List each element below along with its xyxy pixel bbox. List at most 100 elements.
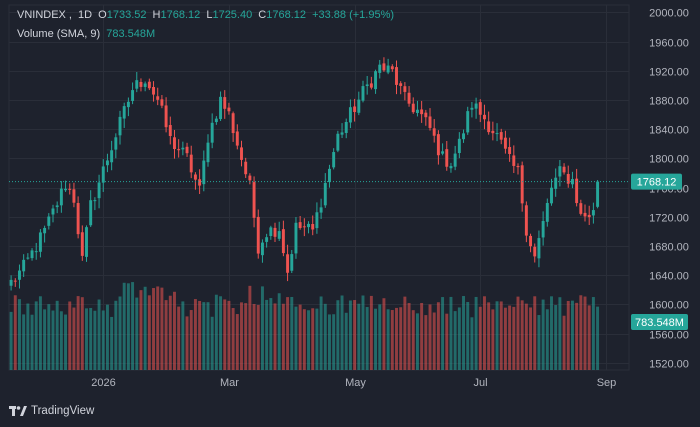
candle-body xyxy=(499,132,503,140)
volume-bar xyxy=(110,316,114,370)
volume-bar xyxy=(328,314,331,370)
candle-body xyxy=(361,86,365,101)
volume-bar xyxy=(105,304,109,370)
volume-bar xyxy=(533,296,537,370)
candle-body xyxy=(591,210,595,216)
volume-bar xyxy=(516,296,520,370)
candle-body xyxy=(441,151,445,154)
candle-body xyxy=(554,177,558,189)
volume-bar xyxy=(101,310,105,370)
candle-body xyxy=(562,166,566,173)
volume-bar xyxy=(240,302,243,370)
volume-bar xyxy=(198,300,202,370)
candle-body xyxy=(474,103,478,109)
volume-bar xyxy=(591,297,595,370)
volume-bar xyxy=(156,286,160,370)
volume-bar xyxy=(51,310,55,370)
candle-body xyxy=(457,138,461,154)
candle-body xyxy=(491,130,495,134)
volume-bar xyxy=(395,307,398,370)
volume-bar xyxy=(407,303,411,370)
candle-body xyxy=(575,178,579,204)
volume-bar xyxy=(168,295,172,370)
candle-body xyxy=(332,152,336,168)
candle-body xyxy=(369,83,373,88)
volume-bar xyxy=(80,297,84,370)
candle-body xyxy=(122,106,126,119)
volume-bar xyxy=(206,302,210,370)
volume-bar xyxy=(164,300,168,370)
candle-body xyxy=(449,166,453,169)
price-legend: VNINDEX, 1D O1733.52 H1768.12 L1725.40 C… xyxy=(17,9,397,21)
volume-bar xyxy=(135,297,139,370)
candle-body xyxy=(51,208,55,215)
volume-bar xyxy=(474,296,478,370)
candle-body xyxy=(545,202,549,222)
volume-bar xyxy=(432,312,436,370)
candle-body xyxy=(135,80,139,89)
volume-bar xyxy=(85,308,88,370)
plot-frame xyxy=(8,4,630,371)
candle-body xyxy=(403,86,407,92)
volume-bar xyxy=(487,302,491,370)
tradingview-branding[interactable]: TradingView xyxy=(9,403,94,419)
volume-bar xyxy=(34,301,38,370)
volume-bar xyxy=(68,301,72,370)
candle-body xyxy=(76,203,80,235)
candle-body xyxy=(22,259,26,272)
volume-bar xyxy=(403,296,407,370)
candle-body xyxy=(336,133,340,151)
candle-body xyxy=(219,96,223,120)
volume-bar xyxy=(512,306,516,370)
candle-body xyxy=(177,149,181,151)
candle-body xyxy=(231,113,235,134)
volume-bar xyxy=(122,282,126,370)
volume-bar xyxy=(311,308,315,370)
candle-body xyxy=(445,149,449,167)
volume-bar xyxy=(131,282,135,370)
volume-bar xyxy=(495,301,499,370)
volume-bar xyxy=(436,302,440,370)
volume-bar xyxy=(457,307,461,370)
volume-bar xyxy=(177,306,181,370)
candle-body xyxy=(478,102,482,115)
volume-bar xyxy=(9,311,13,370)
legend-interval[interactable]: 1D xyxy=(78,9,93,21)
volume-bar xyxy=(210,316,214,370)
y-tick-label: 1880.00 xyxy=(649,96,689,108)
volume-bar xyxy=(529,307,533,370)
volume-legend-label[interactable]: Volume (SMA, 9) xyxy=(17,28,101,40)
candle-body xyxy=(579,203,583,214)
y-tick-label: 1960.00 xyxy=(649,38,689,50)
brand-name: TradingView xyxy=(31,405,95,417)
volume-bar xyxy=(89,307,93,370)
volume-bar xyxy=(38,296,42,370)
candle-body xyxy=(160,99,164,106)
candle-body xyxy=(235,131,239,146)
candle-body xyxy=(143,83,147,87)
volume-bar xyxy=(273,303,277,370)
candle-body xyxy=(34,251,38,253)
volume-bar xyxy=(558,297,562,370)
volume-bar xyxy=(47,304,51,370)
y-tick-label: 1720.00 xyxy=(649,213,689,225)
volume-bar xyxy=(470,317,474,370)
volume-bar xyxy=(583,296,587,370)
candle-body xyxy=(72,189,76,203)
volume-bar xyxy=(76,296,80,370)
candle-body xyxy=(97,182,101,199)
candle-body xyxy=(126,101,130,108)
candle-body xyxy=(550,187,553,204)
volume-bar xyxy=(466,301,470,370)
volume-bar xyxy=(478,306,482,370)
volume-bar xyxy=(223,299,227,370)
candle-body xyxy=(139,81,143,87)
candle-body xyxy=(487,121,491,133)
candle-body xyxy=(210,122,214,143)
candle-body xyxy=(26,257,30,259)
legend-symbol[interactable]: VNINDEX xyxy=(17,9,66,21)
volume-bar xyxy=(483,296,486,370)
candle-body xyxy=(13,280,17,282)
candle-body xyxy=(512,155,516,166)
